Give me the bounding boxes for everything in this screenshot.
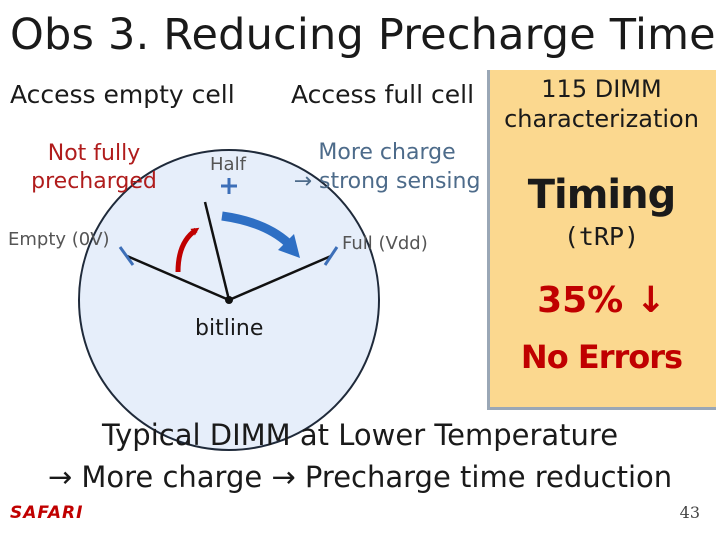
page-number: 43 (679, 503, 700, 522)
slide-title: Obs 3. Reducing Precharge Time (10, 10, 716, 60)
empty-label: Empty (0V) (8, 229, 110, 250)
no-errors-label: No Errors (520, 338, 683, 376)
half-label: Half (210, 154, 246, 175)
blue-arrow-head (278, 234, 300, 258)
more-charge-line2: → strong sensing (293, 169, 481, 194)
characterization-panel (487, 70, 716, 410)
red-arrow (175, 227, 200, 273)
full-tick (323, 246, 339, 266)
panel-title-line2: characterization (504, 105, 699, 133)
heading-access-full-cell: Access full cell (291, 80, 475, 109)
conclusion-line2: → More charge → Precharge time reduction (47, 460, 673, 494)
not-fully-precharged-label: Not fully precharged (24, 140, 164, 196)
trp-parameter: (tRP) (563, 222, 640, 251)
more-charge-label: More charge → strong sensing (287, 138, 487, 196)
reduction-value: 35% ↓ (537, 280, 666, 321)
safari-logo: SAFARI (10, 503, 84, 523)
bitline-needle (203, 201, 231, 301)
full-voltage-line (228, 254, 332, 302)
not-fully-line2: precharged (31, 169, 157, 194)
heading-access-empty-cell: Access empty cell (10, 80, 235, 109)
empty-voltage-line (126, 254, 230, 302)
conclusion-line1: Typical DIMM at Lower Temperature (101, 418, 619, 452)
full-label: Full (Vdd) (342, 233, 428, 254)
more-charge-line1: More charge (318, 140, 456, 165)
timing-label: Timing (527, 172, 677, 218)
blue-arrow-shaft (221, 211, 292, 247)
bitline-label: bitline (195, 316, 264, 341)
panel-title: 115 DIMM characterization (487, 74, 716, 134)
panel-title-line1: 115 DIMM (541, 75, 662, 103)
empty-tick (118, 246, 135, 266)
not-fully-line1: Not fully (47, 141, 141, 166)
bitline-pivot (225, 296, 233, 304)
